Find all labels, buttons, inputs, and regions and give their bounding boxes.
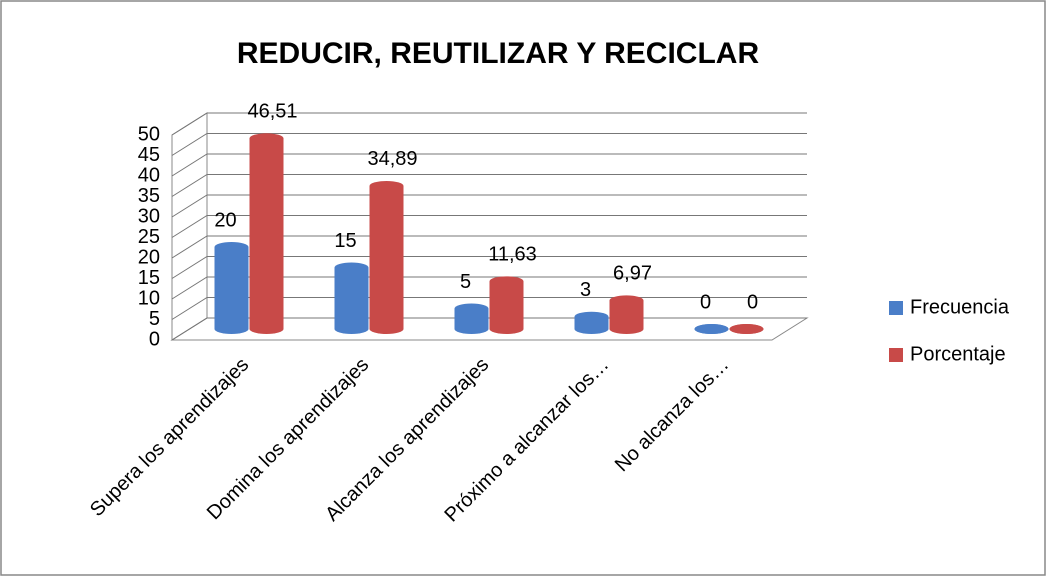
data-label: 20 [214,209,236,231]
y-tick-label: 10 [138,287,160,309]
bar-body [454,308,489,329]
bar [249,133,284,334]
bar-top [369,180,404,191]
y-tick-label: 0 [149,328,160,350]
bar [694,324,729,334]
y-tick-label: 30 [138,205,160,227]
grid-line [171,256,807,279]
bar-body [249,138,284,329]
bar [609,295,644,334]
y-tick-label: 15 [138,267,160,289]
y-tick-label: 40 [138,164,160,186]
data-label: 15 [334,230,356,252]
grid-line [171,215,807,238]
bar-top [729,324,764,334]
grid-line [171,194,807,218]
bar-top [214,242,249,252]
y-tick-label: 50 [138,123,160,145]
bar-body [214,247,249,329]
bar [574,311,609,334]
y-tick-label: 25 [138,226,160,248]
data-label: 46,51 [247,101,297,123]
bar-top [454,303,489,314]
data-label: 11,63 [488,244,537,266]
grid-line [171,235,807,259]
grid-line [171,153,807,177]
data-label: 0 [700,291,711,313]
data-label: 6,97 [613,263,652,285]
bar [214,242,249,334]
y-tick-label: 20 [138,246,160,268]
bar-top [249,133,284,144]
data-label: 34,89 [367,148,417,170]
grid-line [171,297,807,320]
grid-line [171,133,807,156]
bar-top [334,262,369,273]
y-tick-label: 45 [138,144,160,166]
chart-title: REDUCIR, REUTILIZAR Y RECICLAR [237,37,760,70]
bar-body [334,267,369,329]
bar-body [369,185,404,329]
legend-swatch [889,301,903,315]
bar-top [694,324,729,334]
grid-line [171,112,807,136]
grid-line [171,174,807,197]
bar [489,276,524,334]
y-tick-label: 5 [149,308,160,330]
bar-top [609,295,644,306]
bar [729,324,764,334]
bar-top [489,276,524,287]
data-label: 3 [580,279,591,301]
legend-label: Porcentaje [910,343,1006,365]
data-label: 0 [747,291,758,313]
y-tick-label: 35 [138,185,160,207]
bar [454,303,489,334]
bar [334,262,369,334]
grid-line [171,276,807,300]
legend-swatch [889,348,903,362]
legend-label: Frecuencia [910,296,1010,318]
bar-top [574,311,609,322]
bar-body [489,281,524,329]
bar [369,180,404,334]
data-label: 5 [460,271,471,293]
